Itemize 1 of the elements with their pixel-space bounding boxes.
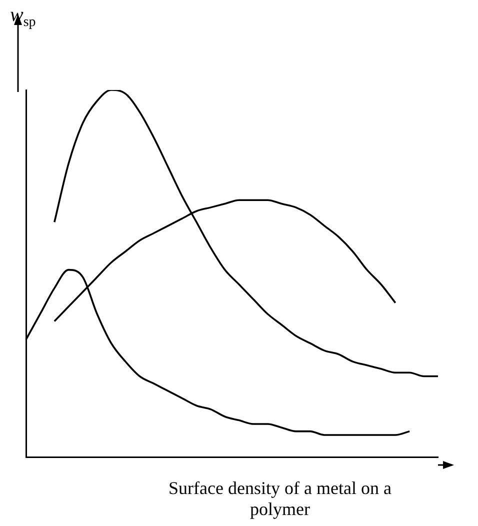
x-axis-title: Surface density of a metal on a polymer	[168, 478, 392, 520]
